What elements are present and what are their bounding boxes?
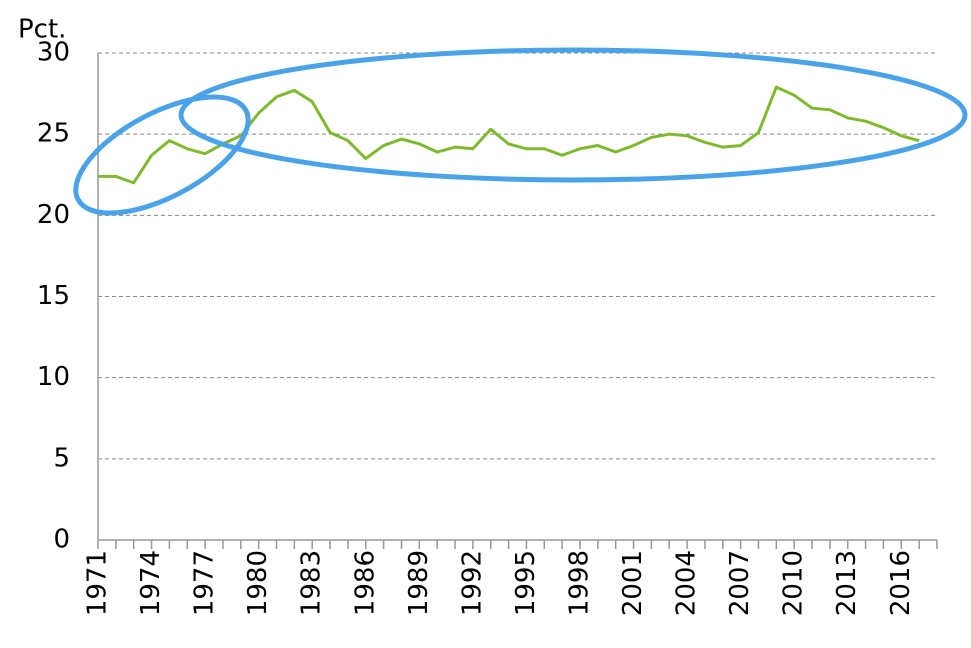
x-tick-label: 1989 xyxy=(404,550,434,616)
y-tick-label: 0 xyxy=(53,525,70,555)
y-tick-label: 25 xyxy=(37,119,70,149)
x-tick-label: 1998 xyxy=(564,550,594,616)
x-tick-label: 1971 xyxy=(83,550,113,616)
x-tick-label: 2016 xyxy=(886,550,916,616)
x-tick-label: 2001 xyxy=(618,550,648,616)
x-tick-label: 2010 xyxy=(779,550,809,616)
x-tick-label: 1992 xyxy=(457,550,487,616)
x-tick-label: 1983 xyxy=(297,550,327,616)
x-tick-label: 2007 xyxy=(725,550,755,616)
x-tick-label: 1980 xyxy=(243,550,273,616)
highlight-ellipse xyxy=(73,94,251,216)
x-tick-label: 2004 xyxy=(672,550,702,616)
x-tick-label: 1977 xyxy=(190,550,220,616)
x-tick-label: 1995 xyxy=(511,550,541,616)
y-tick-label: 5 xyxy=(53,443,70,473)
x-tick-label: 1986 xyxy=(350,550,380,616)
y-tick-label: 10 xyxy=(37,362,70,392)
x-tick-label: 1974 xyxy=(136,550,166,616)
y-tick-label: 15 xyxy=(37,281,70,311)
x-tick-label: 2013 xyxy=(832,550,862,616)
y-tick-label: 30 xyxy=(37,38,70,68)
y-tick-label: 20 xyxy=(37,200,70,230)
line-series xyxy=(98,85,920,185)
y-axis-label: Pct. xyxy=(18,15,66,45)
highlight-ellipse xyxy=(178,47,968,183)
